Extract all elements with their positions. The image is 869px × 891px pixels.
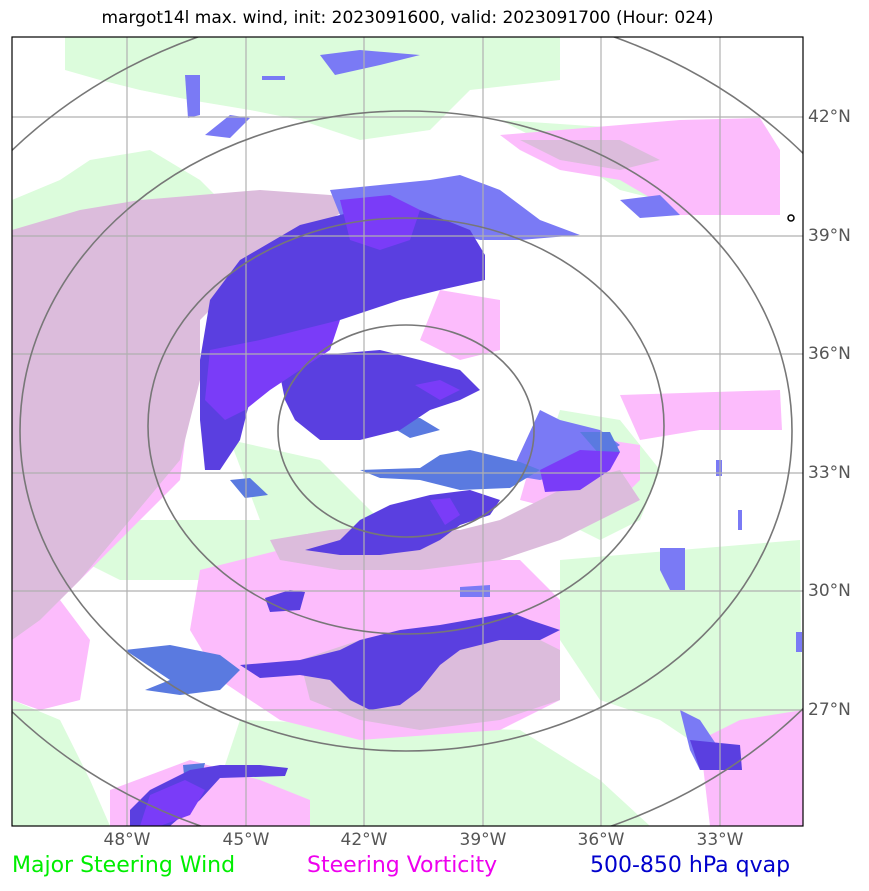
gridlines xyxy=(12,37,803,826)
lon-tick-label: 33°W xyxy=(696,830,744,850)
map-title: margot14l max. wind, init: 2023091600, v… xyxy=(101,8,714,28)
lat-tick-label: 33°N xyxy=(808,463,851,483)
storm-marker xyxy=(787,214,795,222)
lat-tick-label: 42°N xyxy=(808,107,851,127)
qvap-dark-layer xyxy=(130,210,742,826)
lon-tick-label: 42°W xyxy=(340,830,388,850)
range-rings xyxy=(12,37,803,826)
legend-steering-wind: Major Steering Wind xyxy=(12,853,236,878)
lat-tick-label: 36°N xyxy=(808,344,851,364)
legend-qvap: 500-850 hPa qvap xyxy=(590,853,791,878)
legend-steering-vorticity: Steering Vorticity xyxy=(307,853,498,878)
lat-tick-label: 27°N xyxy=(808,700,851,720)
plot-frame xyxy=(11,36,804,827)
lon-tick-label: 48°W xyxy=(103,830,151,850)
lat-tick-label: 39°N xyxy=(808,226,851,246)
lon-tick-label: 39°W xyxy=(459,830,507,850)
lon-tick-label: 36°W xyxy=(577,830,625,850)
lat-tick-label: 30°N xyxy=(808,581,851,601)
lon-tick-label: 45°W xyxy=(222,830,270,850)
